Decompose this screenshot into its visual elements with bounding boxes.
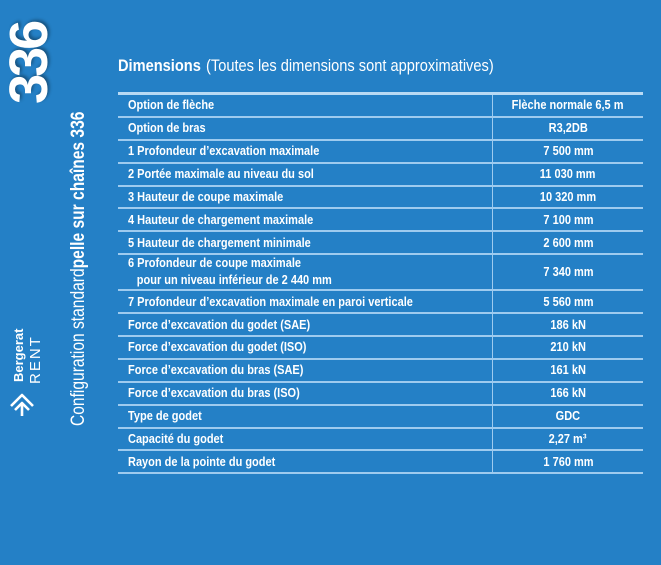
label-text: Force d’excavation du bras (SAE) [128, 363, 304, 378]
row-value: 161 kN [492, 358, 643, 383]
row-label: 7 Profondeur d’excavation maximale en pa… [118, 290, 493, 315]
label-text: Option de flèche [128, 98, 215, 113]
value-text: 2 600 mm [542, 235, 594, 250]
label-text: 1 Profondeur d’excavation maximale [128, 144, 320, 159]
value-text: GDC [555, 409, 581, 424]
row-value: Flèche normale 6,5 m [492, 93, 643, 118]
row-label: 3 Hauteur de coupe maximale [118, 185, 493, 210]
row-value: 7 100 mm [492, 208, 643, 233]
row-label: Capacité du godet [118, 427, 493, 452]
heading-note: (Toutes les dimensions sont approximativ… [206, 56, 494, 75]
value-text: 186 kN [550, 317, 586, 332]
row-value: 7 340 mm [492, 254, 643, 292]
side-title-prefix: Configuration standard [68, 268, 89, 426]
value-text: Flèche normale 6,5 m [512, 98, 624, 113]
value-text: R3,2DB [548, 121, 588, 136]
row-label: Rayon de la pointe du godet [118, 450, 493, 475]
table-row: Option de bras R3,2DB [118, 116, 643, 141]
label-text: 6 Profondeur de coupe maximale [128, 256, 302, 271]
label-text: Capacité du godet [128, 432, 224, 447]
bergerat-logo-icon [10, 393, 34, 416]
row-label: 5 Hauteur de chargement minimale [118, 231, 493, 256]
row-value: 7 500 mm [492, 139, 643, 164]
table-row: 5 Hauteur de chargement minimale 2 600 mm [118, 231, 643, 256]
row-value: 10 320 mm [492, 185, 643, 210]
value-text: 10 320 mm [539, 190, 597, 204]
row-value: 1 760 mm [492, 450, 643, 475]
side-title: Configuration standardpelle sur chaînes … [68, 112, 90, 426]
row-value: 2 600 mm [492, 231, 643, 256]
row-label: Option de bras [118, 116, 493, 141]
label-text: Force d’excavation du godet (SAE) [128, 317, 311, 332]
label-text: Force d’excavation du bras (ISO) [128, 386, 300, 401]
label-text: 3 Hauteur de coupe maximale [128, 190, 284, 204]
table-row: Rayon de la pointe du godet 1 760 mm [118, 450, 643, 475]
label-text: Type de godet [128, 409, 202, 424]
model-number: 336 [0, 22, 59, 104]
label-text: Force d’excavation du godet (ISO) [128, 340, 307, 355]
label-text: 2 Portée maximale au niveau du sol [128, 167, 314, 182]
table-row: 3 Hauteur de coupe maximale 10 320 mm [118, 185, 643, 210]
table-row: 4 Hauteur de chargement maximale 7 100 mm [118, 208, 643, 233]
label-text-line2: pour un niveau inférieur de 2 440 mm [136, 273, 332, 288]
side-title-bold: pelle sur chaînes 336 [68, 111, 89, 269]
dimensions-table: Option de flèche Flèche normale 6,5 m Opti… [118, 92, 643, 475]
row-value: 11 030 mm [492, 162, 643, 187]
row-label: 1 Profondeur d’excavation maximale [118, 139, 493, 164]
row-value: 5 560 mm [492, 290, 643, 315]
label-text: 5 Hauteur de chargement minimale [128, 235, 311, 250]
value-text: 2,27 m³ [549, 432, 587, 447]
label-text: Rayon de la pointe du godet [128, 454, 276, 469]
value-text: 161 kN [550, 363, 586, 378]
row-label: Force d’excavation du godet (ISO) [118, 336, 493, 360]
row-value: 2,27 m³ [492, 427, 643, 452]
value-text: 166 kN [550, 386, 586, 401]
value-text: 1 760 mm [542, 454, 594, 469]
label-text: Option de bras [128, 121, 206, 136]
row-value: 210 kN [492, 336, 643, 360]
table-row: 2 Portée maximale au niveau du sol 11 030… [118, 162, 643, 187]
row-label: Force d’excavation du bras (ISO) [118, 381, 493, 406]
row-value: R3,2DB [492, 116, 643, 141]
table-row: 7 Profondeur d’excavation maximale en pa… [118, 290, 643, 315]
table-row: Capacité du godet 2,27 m³ [118, 427, 643, 452]
heading-title: Dimensions [118, 56, 201, 75]
table-row: Force d’excavation du bras (SAE) 161 kN [118, 358, 643, 383]
row-label: 4 Hauteur de chargement maximale [118, 208, 493, 233]
row-value: 186 kN [492, 313, 643, 338]
table-row: 6 Profondeur de coupe maximale pour un ni… [118, 254, 643, 292]
logo-bergerat: Bergerat [11, 328, 26, 382]
table-row: 1 Profondeur d’excavation maximale 7 500 … [118, 139, 643, 164]
table-row: Type de godet GDC [118, 404, 643, 429]
table-row: Force d’excavation du godet (ISO) 210 kN [118, 336, 643, 360]
value-text: 7 500 mm [542, 144, 594, 159]
row-value: GDC [492, 404, 643, 429]
value-text: 11 030 mm [540, 167, 596, 182]
value-text: 7 340 mm [542, 264, 594, 279]
table-row: Force d’excavation du bras (ISO) 166 kN [118, 381, 643, 406]
row-label: Force d’excavation du godet (SAE) [118, 313, 493, 338]
table-row: Force d’excavation du godet (SAE) 186 kN [118, 313, 643, 338]
row-label: 6 Profondeur de coupe maximale pour un ni… [118, 254, 493, 292]
value-text: 7 100 mm [542, 212, 594, 227]
label-text: 4 Hauteur de chargement maximale [128, 212, 314, 227]
value-text: 5 560 mm [542, 294, 594, 309]
table-row: Option de flèche Flèche normale 6,5 m [118, 93, 643, 118]
section-heading: Dimensions (Toutes les dimensions sont ap… [118, 56, 494, 76]
row-label: Force d’excavation du bras (SAE) [118, 358, 493, 383]
row-label: Option de flèche [118, 93, 493, 118]
row-value: 166 kN [492, 381, 643, 406]
row-label: Type de godet [118, 404, 493, 429]
label-text: 7 Profondeur d’excavation maximale en pa… [128, 294, 413, 309]
logo-rent: RENT [27, 335, 44, 384]
value-text: 210 kN [550, 340, 586, 355]
row-label: 2 Portée maximale au niveau du sol [118, 162, 493, 187]
